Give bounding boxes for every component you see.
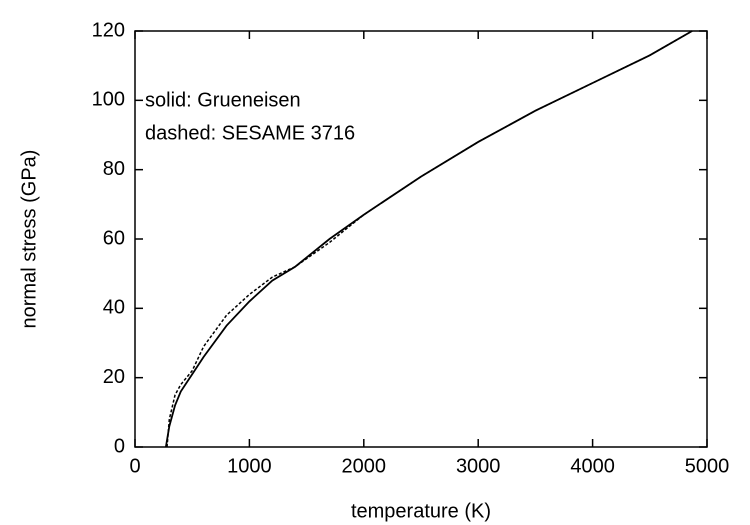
x-tick-label: 2000: [342, 455, 387, 477]
x-tick-label: 1000: [227, 455, 272, 477]
y-tick-label: 20: [103, 366, 125, 388]
y-axis-label: normal stress (GPa): [18, 150, 40, 329]
y-tick-label: 100: [92, 89, 125, 111]
x-tick-label: 3000: [456, 455, 501, 477]
y-tick-label: 40: [103, 297, 125, 319]
annotation: solid: Grueneisen: [145, 89, 301, 111]
x-tick-label: 4000: [570, 455, 615, 477]
y-tick-label: 120: [92, 19, 125, 41]
annotation: dashed: SESAME 3716: [145, 122, 355, 144]
y-tick-label: 80: [103, 158, 125, 180]
series-line: [166, 30, 693, 448]
x-tick-label: 0: [129, 455, 140, 477]
x-axis-label: temperature (K): [351, 500, 491, 522]
y-tick-label: 0: [114, 435, 125, 457]
x-tick-label: 5000: [685, 455, 730, 477]
y-tick-label: 60: [103, 227, 125, 249]
